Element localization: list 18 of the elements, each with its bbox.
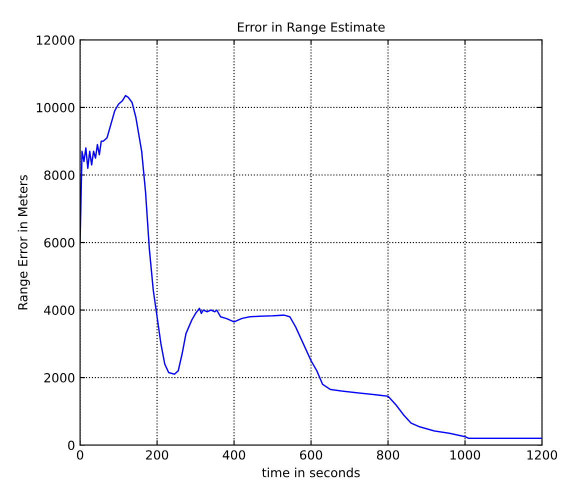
y-tick-label: 2000: [44, 373, 74, 383]
x-axis-title: time in seconds: [262, 468, 360, 478]
x-tick-label: 1200: [527, 450, 558, 460]
x-tick-label: 1000: [450, 450, 480, 460]
y-tick-label: 12000: [36, 35, 74, 45]
y-axis-title: Range Error in Meters: [18, 175, 30, 310]
x-tick-label: 400: [222, 450, 246, 460]
x-tick-label: 600: [300, 450, 322, 460]
x-tick-label: 0: [76, 450, 84, 460]
y-tick-label: 10000: [36, 102, 74, 112]
chart-title: Error in Range Estimate: [238, 22, 385, 34]
x-tick-label: 800: [376, 450, 400, 460]
y-tick-label: 4000: [44, 306, 74, 315]
y-tick-label: 6000: [44, 238, 74, 248]
y-tick-label: 0: [68, 440, 74, 450]
line-series: [80, 94, 542, 440]
y-tick-label: 8000: [44, 170, 74, 180]
x-tick-label: 200: [146, 450, 168, 460]
